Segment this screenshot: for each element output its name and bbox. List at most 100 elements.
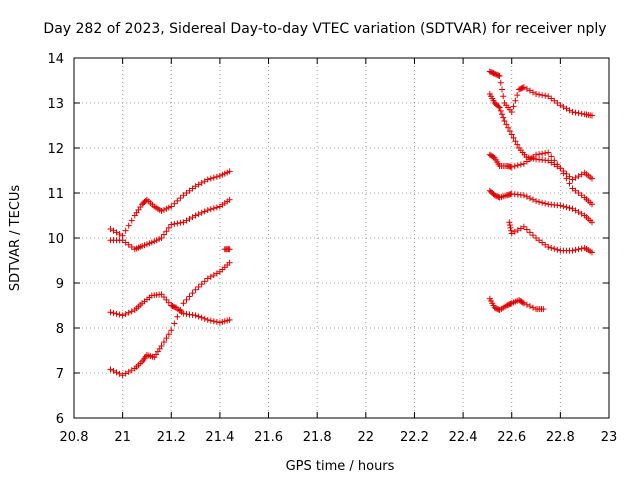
data-point: [107, 366, 114, 373]
data-point: [142, 197, 149, 204]
data-point: [554, 100, 561, 106]
series-arc-j: [506, 219, 595, 256]
data-point: [195, 181, 202, 188]
data-point: [575, 173, 582, 180]
data-point: [122, 239, 129, 246]
data-point: [542, 92, 549, 99]
y-tick-label: 7: [56, 367, 64, 382]
data-point: [517, 161, 524, 168]
data-point: [519, 299, 526, 306]
data-point: [520, 84, 527, 91]
data-point: [183, 190, 190, 196]
data-point: [213, 173, 220, 180]
data-point: [575, 209, 582, 216]
data-point: [177, 307, 184, 313]
data-point: [192, 183, 199, 190]
x-tick-label: 22.4: [449, 430, 478, 445]
series-arc-a: [107, 168, 233, 239]
data-point: [497, 107, 504, 114]
data-point: [514, 92, 521, 99]
data-point: [572, 246, 579, 253]
series-arc-h: [486, 149, 595, 208]
data-point: [545, 93, 552, 100]
data-point: [192, 212, 199, 219]
data-point: [186, 187, 193, 194]
x-tick-label: 22: [358, 430, 375, 445]
data-point: [514, 162, 521, 169]
data-point: [180, 300, 187, 307]
data-point: [510, 103, 517, 110]
data-point: [575, 110, 582, 117]
data-point: [569, 247, 576, 254]
data-point: [506, 222, 513, 229]
data-point: [548, 153, 555, 160]
data-point: [588, 175, 595, 182]
grid-layer: [74, 58, 609, 418]
data-point: [501, 118, 508, 124]
data-point: [180, 192, 187, 199]
data-point: [204, 176, 211, 183]
data-point: [198, 314, 205, 321]
data-point: [572, 187, 579, 194]
data-point: [125, 241, 132, 248]
data-point: [523, 226, 530, 233]
data-point: [195, 283, 202, 290]
data-point: [158, 235, 165, 241]
data-point: [520, 300, 527, 307]
data-point: [195, 313, 202, 320]
data-point: [539, 199, 546, 206]
data-point: [201, 315, 208, 322]
data-point: [572, 174, 579, 181]
tick-label-layer: 20.8 21 21.2 21.4 21.6 21.8 22 22.2 22.4 22.6 22.8…: [47, 52, 617, 445]
data-point: [128, 308, 135, 315]
data-point: [125, 222, 132, 229]
data-point: [183, 217, 190, 224]
data-point: [523, 301, 530, 308]
data-point: [177, 219, 184, 226]
data-point: [539, 150, 546, 157]
data-point: [201, 178, 208, 185]
y-tick-label: 14: [47, 52, 64, 67]
data-point: [588, 112, 595, 119]
y-tick-label: 11: [47, 187, 64, 202]
y-tick-label: 13: [47, 97, 64, 112]
data-point: [226, 246, 233, 253]
data-point: [496, 73, 503, 79]
x-tick-label: 21.2: [157, 430, 186, 445]
data-point: [168, 221, 175, 228]
data-point: [207, 206, 214, 213]
data-point: [575, 246, 582, 253]
data-point: [495, 72, 502, 79]
data-point: [499, 111, 505, 118]
data-point: [533, 198, 540, 205]
data-point: [210, 174, 217, 181]
data-point: [110, 227, 117, 234]
data-point: [526, 229, 533, 236]
data-point: [554, 161, 561, 168]
data-point: [526, 87, 533, 94]
data-point: [165, 331, 172, 338]
data-point: [160, 231, 167, 238]
data-point: [539, 92, 546, 99]
data-point: [520, 160, 527, 167]
data-point: [512, 138, 519, 145]
data-point: [542, 150, 549, 157]
data-point: [520, 192, 527, 199]
data-point: [533, 91, 540, 97]
series-arc-i: [486, 187, 595, 226]
data-point: [189, 185, 196, 192]
data-point: [198, 179, 205, 186]
data-point: [560, 170, 567, 177]
data-point: [496, 104, 503, 111]
data-point: [572, 109, 579, 116]
x-tick-label: 23: [601, 430, 618, 445]
data-point: [198, 209, 205, 216]
x-tick-label: 21.6: [254, 430, 283, 445]
x-axis-label: GPS time / hours: [286, 459, 395, 474]
data-point: [551, 157, 558, 164]
plot-frame: [73, 57, 610, 419]
data-point: [508, 227, 515, 234]
data-point: [500, 114, 507, 121]
data-point: [189, 214, 196, 221]
data-point: [158, 343, 165, 349]
